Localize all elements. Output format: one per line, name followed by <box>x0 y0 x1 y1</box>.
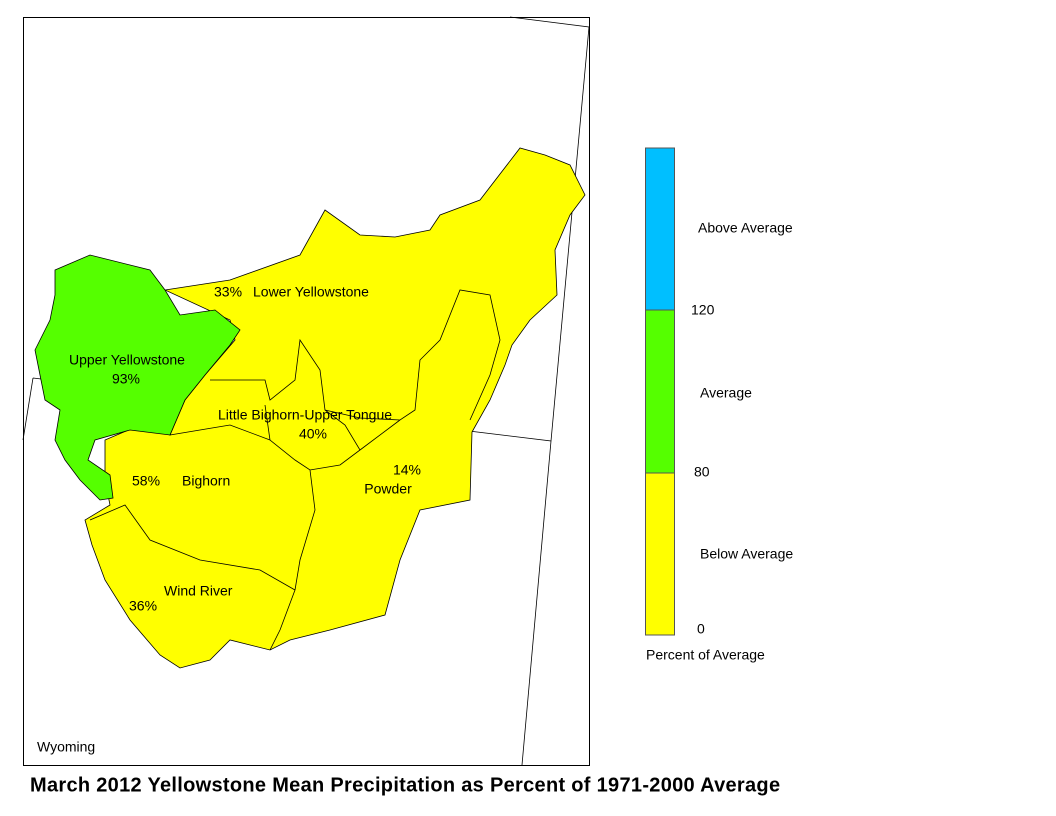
map-title: March 2012 Yellowstone Mean Precipitatio… <box>30 774 780 796</box>
legend-label: Above Average <box>698 220 793 236</box>
below-average-basins <box>84 147 586 669</box>
legend-swatch <box>645 147 675 311</box>
basin-percent: 14% <box>393 462 421 478</box>
basin-name: Wind River <box>164 583 233 599</box>
state-label: Wyoming <box>37 739 95 755</box>
basin-percent: 58% <box>132 473 160 489</box>
basin-name: Upper Yellowstone <box>69 352 185 368</box>
legend-tick: 120 <box>691 302 715 318</box>
basin-percent: 36% <box>129 598 157 614</box>
legend-label: Below Average <box>700 546 793 562</box>
average-basin <box>34 254 241 501</box>
basin-boundary <box>89 289 501 651</box>
basin-percent: 33% <box>214 284 242 300</box>
basin-name: Bighorn <box>182 473 230 489</box>
legend-tick: 80 <box>694 464 710 480</box>
legend-swatch <box>645 309 675 474</box>
basin-name: Powder <box>364 481 412 497</box>
basin-name: Lower Yellowstone <box>253 284 369 300</box>
legend-tick: 0 <box>697 621 705 637</box>
legend-swatch <box>645 472 675 636</box>
legend-label: Average <box>700 385 752 401</box>
basin-percent: 40% <box>299 426 327 442</box>
basin-percent: 93% <box>112 371 140 387</box>
basin-name: Little Bighorn-Upper Tongue <box>218 407 392 423</box>
legend-title: Percent of Average <box>646 647 765 663</box>
